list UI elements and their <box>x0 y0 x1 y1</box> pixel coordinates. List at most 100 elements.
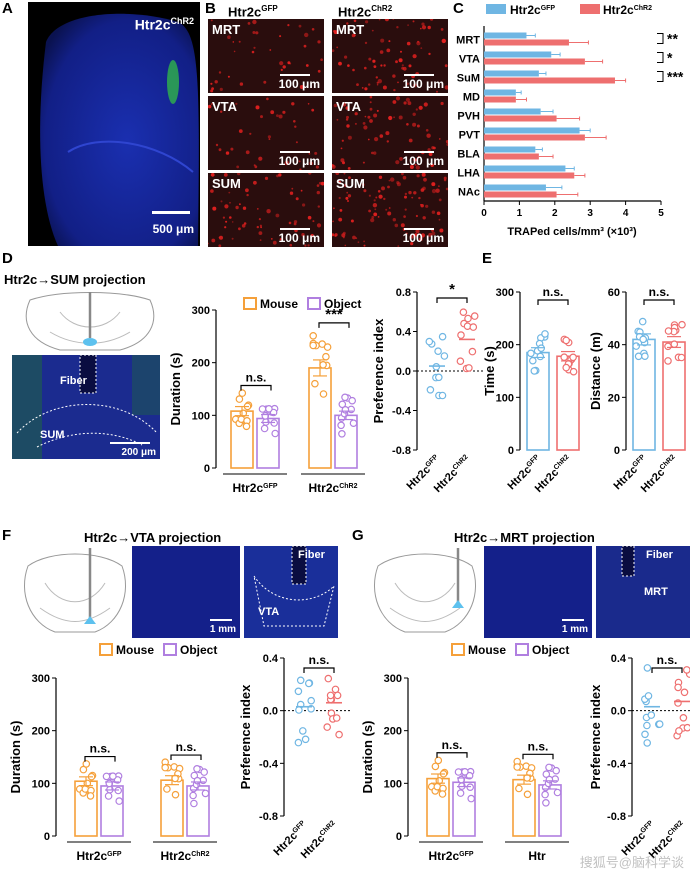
cell-dot <box>275 213 280 218</box>
sig-marker: n.s. <box>657 653 678 667</box>
cell-dot <box>309 161 314 166</box>
data-point <box>319 390 328 398</box>
scalebar-label: 100 μm <box>402 77 444 91</box>
cell-dot <box>379 50 384 54</box>
data-point <box>679 714 688 722</box>
cell-dot <box>376 83 379 86</box>
sig-bracket <box>318 322 350 328</box>
cell-dot <box>344 55 348 59</box>
cell-dot <box>320 181 324 186</box>
cell-dot <box>260 115 263 119</box>
cell-dot <box>376 109 379 112</box>
data-point <box>670 340 679 349</box>
cell-dot <box>403 101 407 105</box>
cell-dot <box>385 131 390 136</box>
y-axis-label: Duration (s) <box>8 721 23 794</box>
cell-dot <box>386 48 391 53</box>
category-label: VTA <box>459 54 480 66</box>
y-axis-label: Preference index <box>588 684 603 790</box>
brain-schematic-f <box>24 548 126 633</box>
cell-dot <box>239 203 241 206</box>
cell-dot <box>347 64 350 67</box>
cell-dot <box>288 221 292 225</box>
cell-dot <box>412 112 416 116</box>
data-point <box>190 799 198 808</box>
cell-dot <box>345 196 349 200</box>
cell-dot <box>350 219 354 223</box>
cell-dot <box>287 61 291 65</box>
data-point <box>201 789 210 798</box>
cell-dot <box>440 28 444 31</box>
scalebar-label: 1 mm <box>561 624 588 635</box>
cell-dot <box>425 129 429 132</box>
panel-b-col-gfp: Htr2cGFP <box>228 4 278 20</box>
cell-dot <box>270 238 273 240</box>
data-point <box>435 373 443 382</box>
cell-dot <box>441 38 446 44</box>
cell-dot <box>346 124 350 128</box>
cell-dot <box>428 52 431 56</box>
micrograph-cells <box>208 173 324 247</box>
data-point <box>641 352 649 361</box>
cell-dot <box>333 207 335 210</box>
scalebar <box>152 211 190 214</box>
y-axis-label: Distance (m) <box>588 332 603 410</box>
category-label: MD <box>463 92 480 104</box>
cell-dot <box>293 222 297 226</box>
bar <box>484 146 536 153</box>
cell-dot <box>401 66 404 70</box>
cell-dot <box>421 22 425 26</box>
panel-f-duration-chart: 0 100 200 300 Duration (s) Mouse Object n.s. Htr… <box>8 643 217 863</box>
cell-dot <box>232 41 235 43</box>
cell-dot <box>291 187 294 190</box>
data-point <box>104 792 113 800</box>
cell-dot <box>397 245 400 247</box>
panel-g-micrograph-high: Fiber MRT <box>596 546 690 638</box>
cell-dot <box>369 107 373 111</box>
cell-dot <box>425 204 429 208</box>
cell-dot <box>378 194 383 199</box>
cell-dot <box>351 33 356 38</box>
data-point <box>309 331 318 340</box>
legend-swatch-mouse <box>243 297 257 310</box>
cell-dot <box>245 150 250 155</box>
data-point <box>309 341 318 350</box>
cell-dot <box>368 83 371 86</box>
cell-dot <box>414 233 418 237</box>
cell-dot <box>284 160 289 166</box>
data-point <box>513 763 522 771</box>
cell-dot <box>405 97 410 102</box>
y-tick-label: 0 <box>204 463 210 475</box>
data-point <box>634 352 643 361</box>
data-point <box>323 343 332 351</box>
cell-dot <box>276 114 279 117</box>
cell-dot <box>352 68 355 72</box>
data-point <box>644 692 653 700</box>
data-point <box>536 352 545 361</box>
cell-dot <box>408 190 412 195</box>
data-point <box>349 419 358 428</box>
cell-dot <box>332 220 334 223</box>
cell-dot <box>402 175 407 180</box>
y-tick-label: 300 <box>32 673 50 685</box>
category-label: BLA <box>457 149 480 161</box>
data-point <box>161 763 170 772</box>
data-point <box>434 347 442 356</box>
legend-label-mouse: Mouse <box>116 643 154 657</box>
cell-dot <box>368 209 371 213</box>
y-tick-label: 200 <box>32 726 50 738</box>
cell-dot <box>427 25 431 30</box>
cell-dot <box>438 218 441 221</box>
cell-dot <box>305 64 309 67</box>
data-point <box>457 331 465 339</box>
cell-dot <box>420 204 424 208</box>
scalebar-label: 100 μm <box>402 154 444 168</box>
data-point <box>337 421 345 430</box>
cell-dot <box>333 103 338 108</box>
bar <box>484 39 569 46</box>
legend-label-chr2: Htr2cChR2 <box>603 3 652 17</box>
x-tick-label: 1 <box>517 208 523 219</box>
cell-dot <box>304 32 309 38</box>
